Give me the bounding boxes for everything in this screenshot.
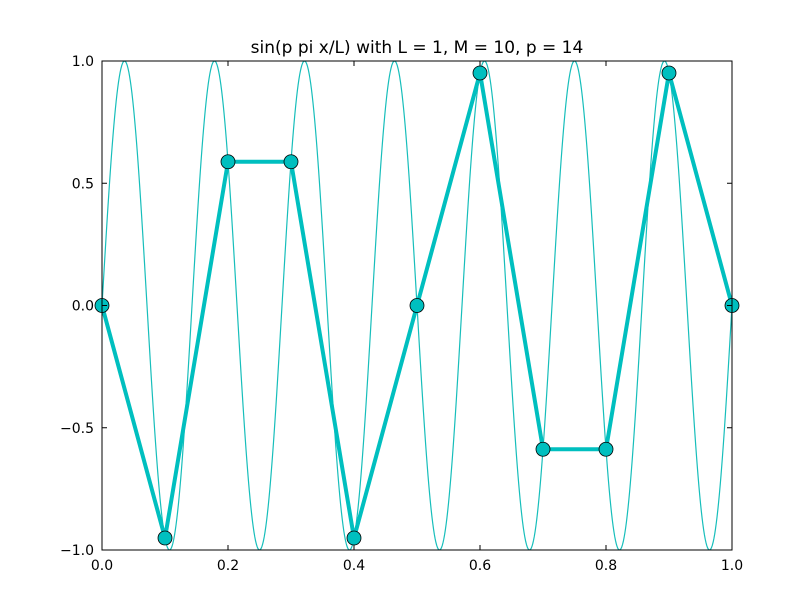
data-point: [157, 530, 173, 546]
y-tick-label: 1.0: [72, 54, 94, 70]
data-point: [283, 154, 299, 170]
data-point: [661, 65, 677, 81]
data-point: [409, 298, 425, 313]
data-point: [346, 530, 362, 546]
y-tick-label: −1.0: [60, 543, 94, 559]
chart-marks: [94, 61, 740, 550]
x-tick-label: 0.4: [343, 558, 365, 574]
x-tick-label: 0.6: [469, 558, 491, 574]
x-tick-label: 0.2: [217, 558, 239, 574]
axis-ticks: 0.0 0.2 0.4 0.6 0.8 1.0 −1.0 −0.5 0.0 0.5 1.0: [60, 54, 743, 574]
y-tick-label: 0.5: [72, 176, 94, 192]
data-point: [220, 154, 236, 170]
data-point: [472, 65, 488, 81]
y-tick-label: 0.0: [72, 299, 94, 315]
chart-title: sin(p pi x/L) with L = 1, M = 10, p = 14: [251, 38, 584, 58]
data-point: [598, 441, 614, 457]
x-tick-label: 0.8: [595, 558, 617, 574]
x-tick-label: 0.0: [91, 558, 113, 574]
x-tick-label: 1.0: [721, 558, 743, 574]
y-tick-label: −0.5: [60, 421, 94, 437]
data-point: [535, 441, 551, 457]
